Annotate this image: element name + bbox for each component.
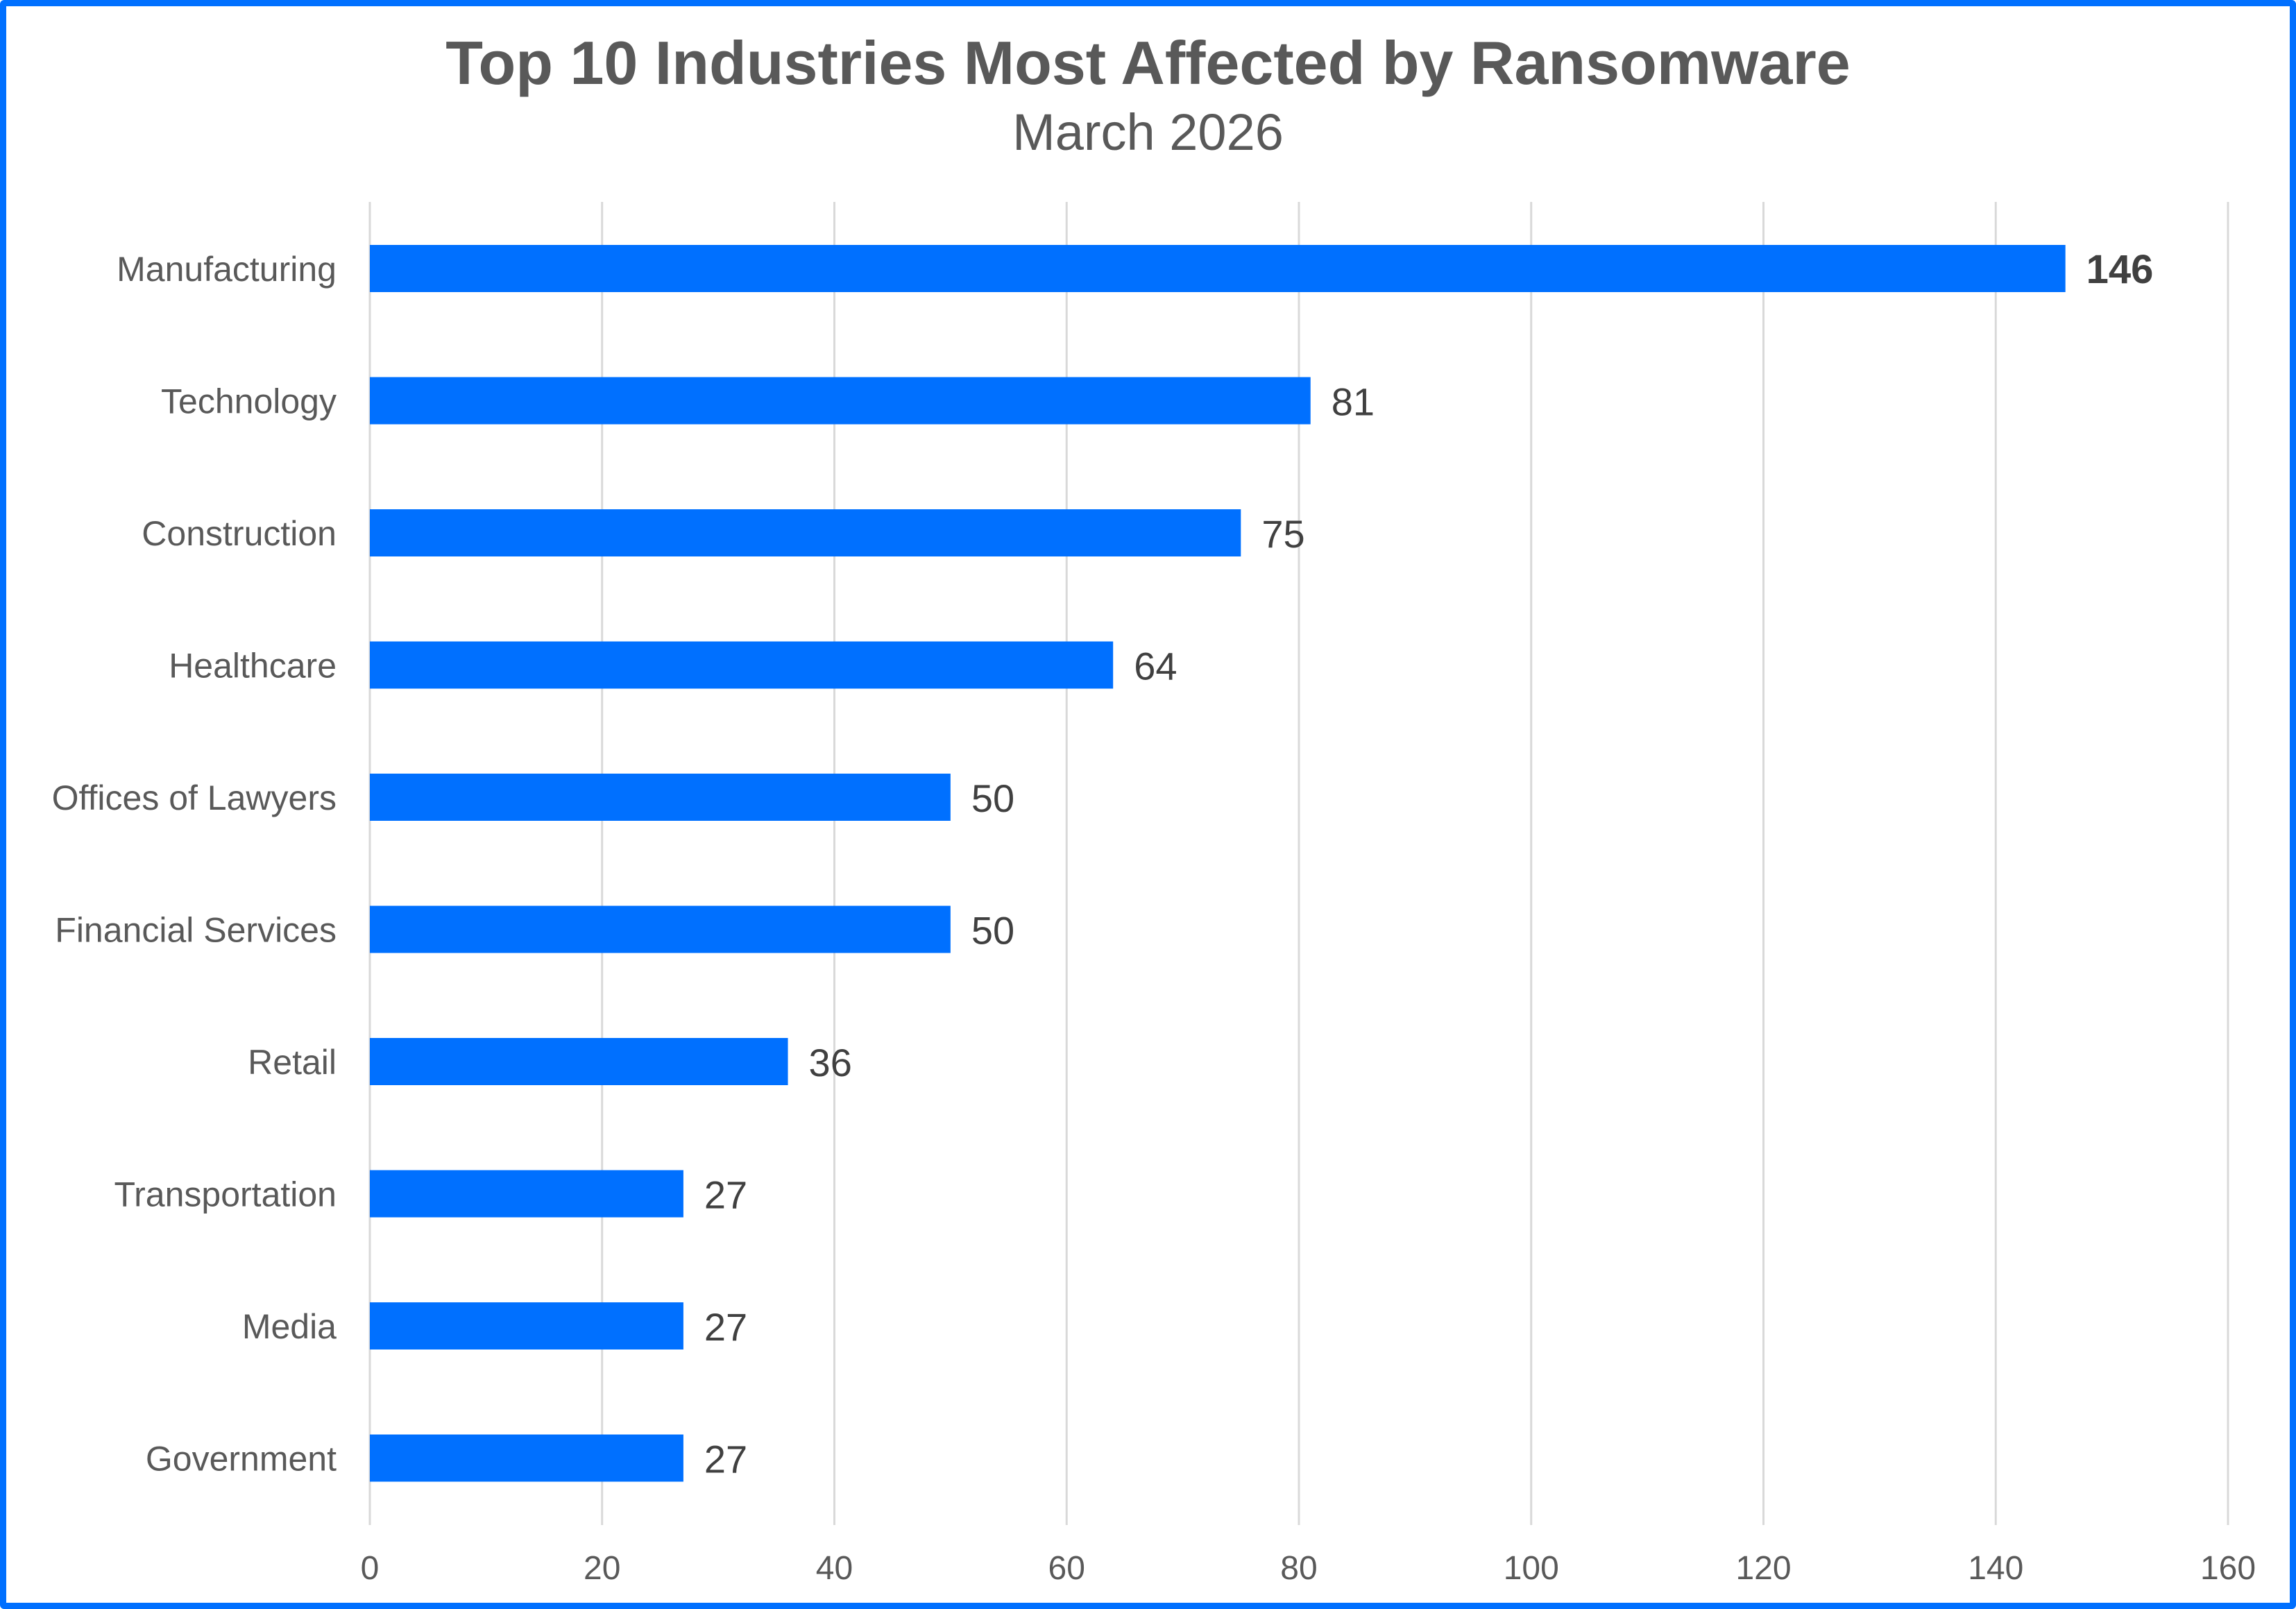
bar xyxy=(370,641,1114,689)
category-label: Media xyxy=(242,1307,337,1346)
x-tick-label: 160 xyxy=(2200,1550,2256,1587)
bar xyxy=(370,1434,683,1482)
category-label: Manufacturing xyxy=(117,250,337,289)
bar xyxy=(370,1302,683,1350)
category-label: Retail xyxy=(248,1043,337,1082)
bar xyxy=(370,774,951,821)
data-label: 36 xyxy=(809,1041,852,1084)
bar xyxy=(370,245,2066,292)
data-label: 75 xyxy=(1261,512,1304,556)
x-tick-label: 0 xyxy=(361,1550,380,1587)
x-tick-label: 80 xyxy=(1280,1550,1317,1587)
x-tick-label: 40 xyxy=(816,1550,853,1587)
data-label: 81 xyxy=(1332,380,1375,424)
x-tick-label: 100 xyxy=(1504,1550,1559,1587)
category-label: Government xyxy=(146,1440,337,1479)
bar xyxy=(370,905,951,953)
data-label: 50 xyxy=(971,909,1014,953)
data-label: 27 xyxy=(704,1438,747,1481)
bar xyxy=(370,1170,683,1218)
category-label: Technology xyxy=(161,382,337,421)
category-label: Construction xyxy=(142,514,337,553)
chart-title: Top 10 Industries Most Affected by Ranso… xyxy=(445,28,1851,97)
data-label: 64 xyxy=(1134,645,1177,688)
category-label: Transportation xyxy=(114,1175,337,1214)
data-label: 50 xyxy=(971,776,1014,820)
category-label: Offices of Lawyers xyxy=(52,778,337,817)
data-label: 27 xyxy=(704,1305,747,1349)
x-tick-label: 120 xyxy=(1735,1550,1791,1587)
bar xyxy=(370,509,1241,556)
category-label: Financial Services xyxy=(55,911,337,950)
x-tick-label: 140 xyxy=(1968,1550,2023,1587)
data-label: 27 xyxy=(704,1173,747,1217)
bar xyxy=(370,377,1311,425)
chart-subtitle: March 2026 xyxy=(1012,103,1284,161)
bar xyxy=(370,1038,788,1085)
category-label: Healthcare xyxy=(169,647,337,686)
x-tick-label: 60 xyxy=(1048,1550,1085,1587)
x-tick-label: 20 xyxy=(584,1550,620,1587)
data-label: 146 xyxy=(2086,247,2154,292)
